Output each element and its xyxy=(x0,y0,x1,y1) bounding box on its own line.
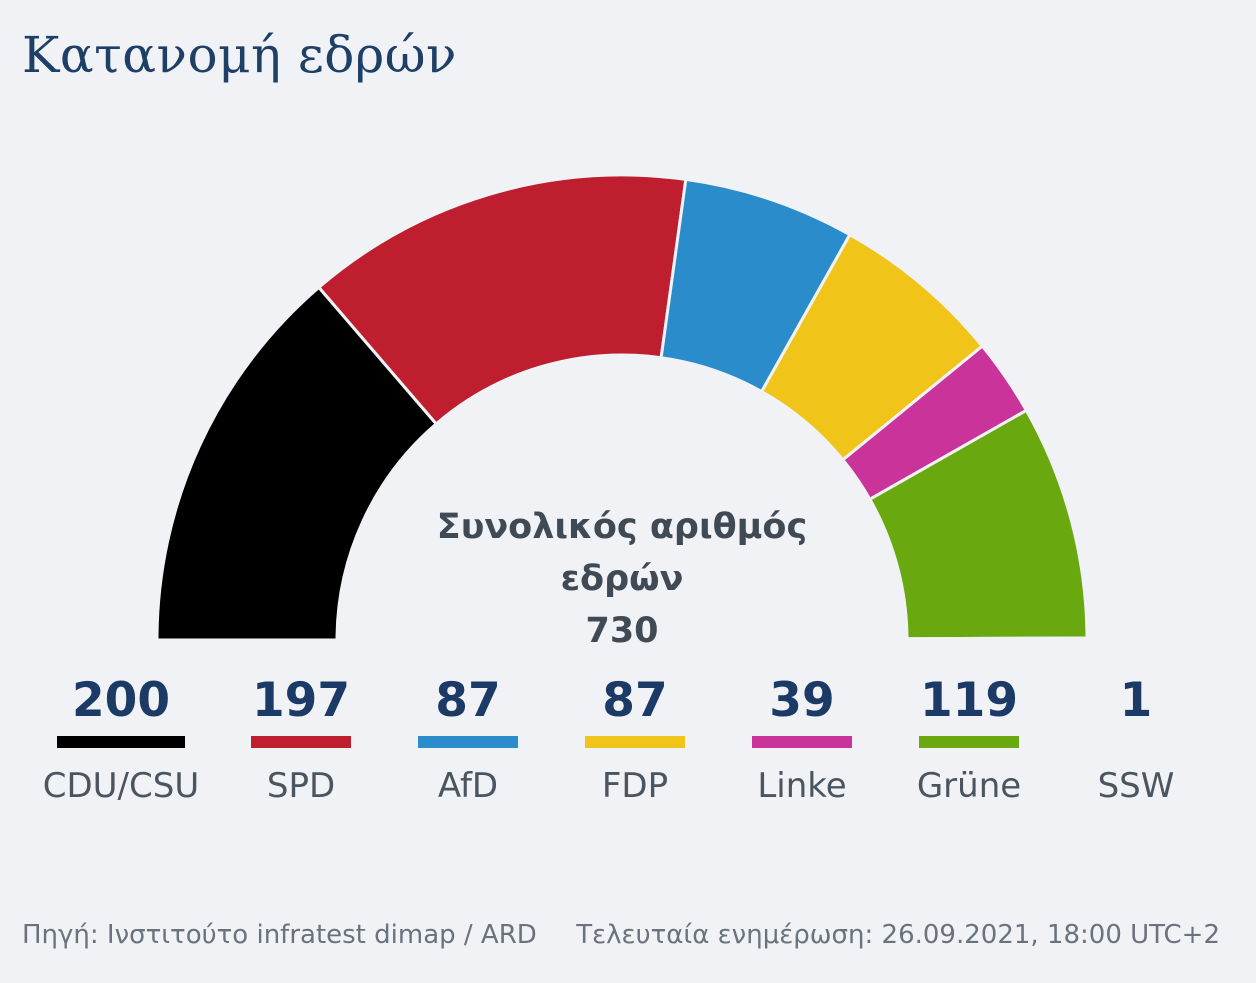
legend-value: 87 xyxy=(435,673,501,728)
legend-swatch xyxy=(919,736,1019,748)
seat-arcs xyxy=(155,173,1089,642)
legend-swatch xyxy=(752,736,852,748)
legend-swatch xyxy=(251,736,351,748)
source-note: Πηγή: Ινστιτούτο infratest dimap / ARD xyxy=(22,920,537,950)
legend-swatch xyxy=(418,736,518,748)
legend-item-linke: 39 Linke xyxy=(717,670,887,806)
seat-arc-ssw xyxy=(905,636,1089,642)
legend-swatch xyxy=(585,736,685,748)
legend-item-fdp: 87 FDP xyxy=(550,670,720,806)
legend-swatch xyxy=(57,736,185,748)
legend-item-afd: 87 AfD xyxy=(383,670,553,806)
legend-label: Linke xyxy=(757,766,847,806)
total-value: 730 xyxy=(585,611,658,651)
legend-item-grune: 119 Grüne xyxy=(884,670,1054,806)
legend-value: 1 xyxy=(1119,673,1153,728)
legend-label: SPD xyxy=(266,766,336,806)
legend-value: 87 xyxy=(602,673,668,728)
total-label-line-2: εδρών xyxy=(561,559,684,599)
legend-item-spd: 197 SPD xyxy=(216,670,386,806)
legend-label: Grüne xyxy=(916,766,1022,806)
legend: 200 CDU/CSU 197 SPD 87 AfD 87 FDP 39 Lin… xyxy=(0,670,1256,830)
legend-item-ssw: 1 SSW xyxy=(1051,670,1221,806)
legend-value: 39 xyxy=(769,673,835,728)
legend-value: 119 xyxy=(919,673,1019,728)
legend-value: 200 xyxy=(71,673,171,728)
legend-label: CDU/CSU xyxy=(42,766,200,806)
last-updated-note: Τελευταία ενημέρωση: 26.09.2021, 18:00 U… xyxy=(576,920,1220,950)
legend-label: AfD xyxy=(437,766,499,806)
seat-arc-cdu-csu xyxy=(155,285,439,642)
legend-label: FDP xyxy=(601,766,669,806)
legend-label: SSW xyxy=(1097,766,1175,806)
legend-item-cdu-csu: 200 CDU/CSU xyxy=(36,670,206,806)
legend-swatch xyxy=(1086,736,1186,748)
chart-title: Κατανομή εδρών xyxy=(22,26,457,84)
legend-value: 197 xyxy=(251,673,351,728)
total-label-line-1: Συνολικός αριθμός xyxy=(437,507,807,547)
